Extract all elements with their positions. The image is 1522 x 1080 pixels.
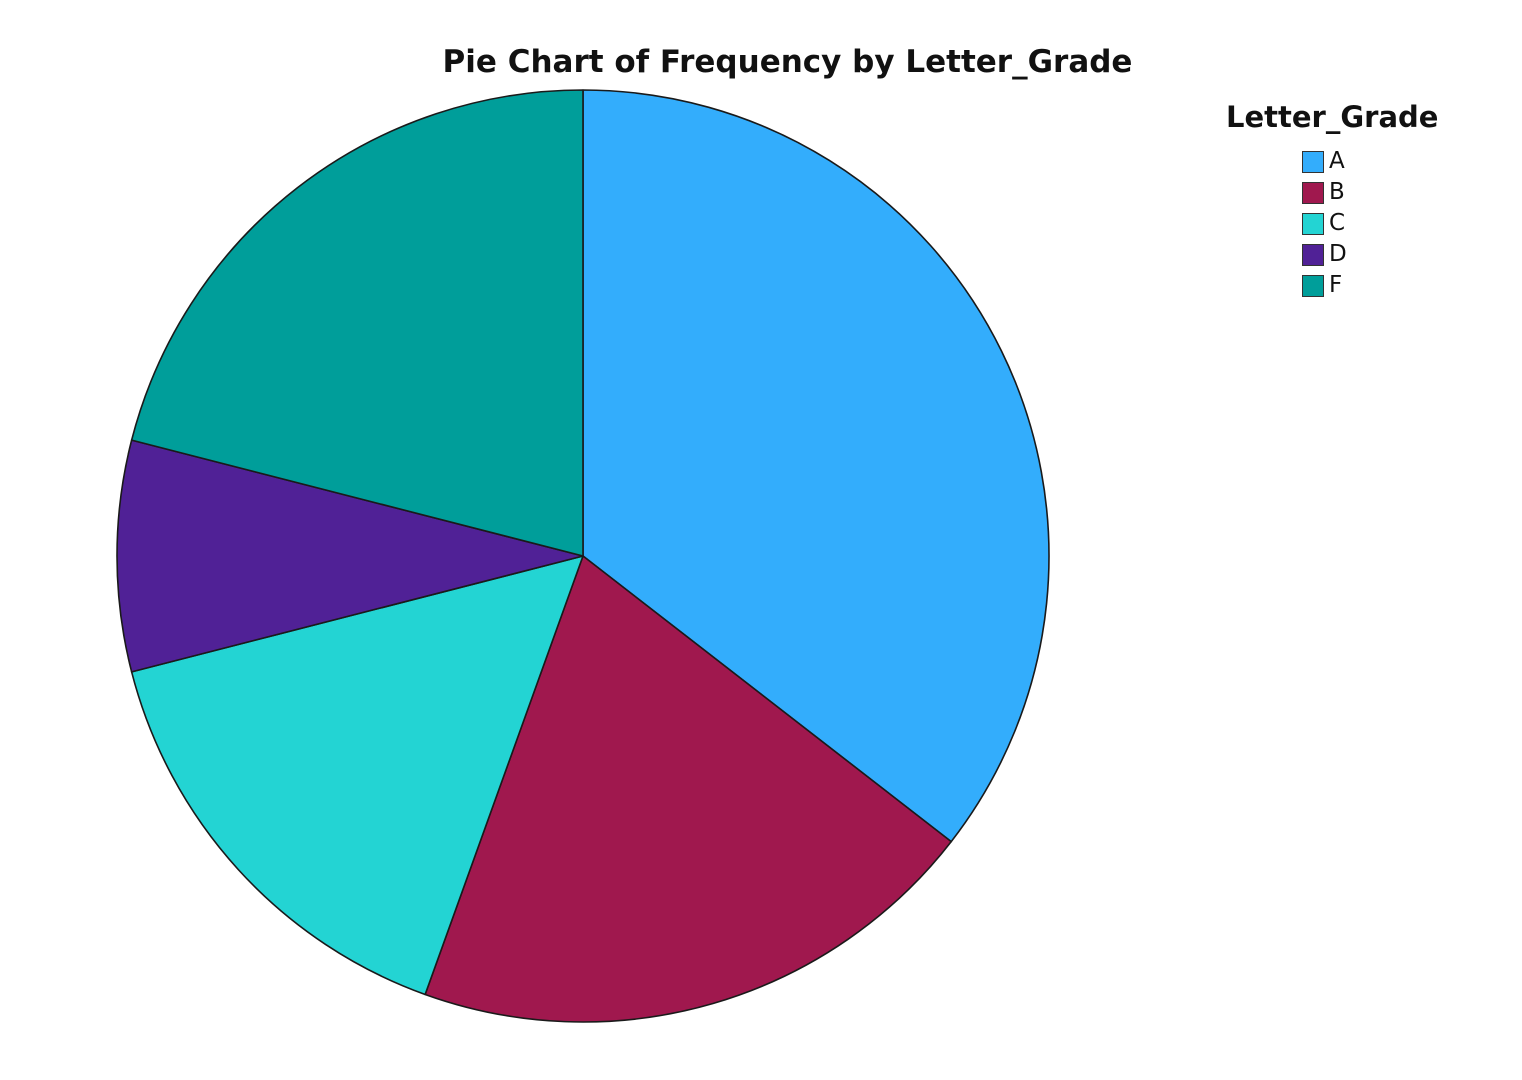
chart-title: Pie Chart of Frequency by Letter_Grade	[442, 44, 1133, 80]
legend-label: D	[1329, 241, 1347, 267]
legend-swatch	[1302, 243, 1324, 266]
pie-slice-a	[582, 89, 1050, 843]
pie-slice-f	[130, 89, 584, 557]
pie-slice-c	[130, 555, 584, 996]
pie-slice-b	[424, 555, 953, 1023]
legend-label: C	[1329, 210, 1346, 236]
legend-item-c: C	[1302, 208, 1438, 239]
pie-slices	[116, 89, 1050, 1023]
legend-item-b: B	[1302, 177, 1438, 208]
legend-swatch	[1302, 274, 1324, 297]
legend-swatch	[1302, 150, 1324, 173]
legend-label: F	[1329, 272, 1343, 298]
legend-label: A	[1329, 148, 1345, 174]
legend-label: B	[1329, 179, 1345, 205]
legend-item-a: A	[1302, 146, 1438, 177]
legend-item-f: F	[1302, 270, 1438, 301]
legend-swatch	[1302, 181, 1324, 204]
legend-swatch	[1302, 212, 1324, 235]
legend-item-d: D	[1302, 239, 1438, 270]
legend-title: Letter_Grade	[1226, 100, 1439, 134]
pie-slice-d	[116, 439, 584, 673]
